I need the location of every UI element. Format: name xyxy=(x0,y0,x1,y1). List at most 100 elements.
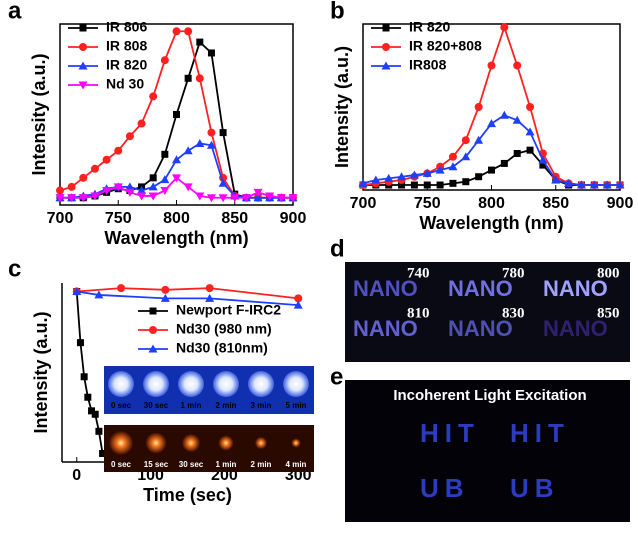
photo-d xyxy=(345,262,630,362)
photo-label: 740 xyxy=(407,265,430,281)
panel-letter: e xyxy=(330,363,343,390)
marker xyxy=(94,290,104,299)
photo-word: HIT xyxy=(420,418,480,448)
legend-label: IR 808 xyxy=(106,38,147,54)
y-axis-label: Intensity (a.u.) xyxy=(332,46,352,168)
marker xyxy=(195,74,204,83)
marker xyxy=(172,155,181,164)
photo-title: Incoherent Light Excitation xyxy=(393,387,586,404)
marker xyxy=(500,159,508,167)
marker xyxy=(449,179,457,187)
photo-spot xyxy=(213,371,239,397)
photo-spot xyxy=(248,371,274,397)
photo-label: 30 sec xyxy=(179,460,204,469)
photo-word: NANO xyxy=(448,276,513,301)
legend-label: Nd30 (810nm) xyxy=(176,340,268,356)
marker xyxy=(160,175,170,184)
marker xyxy=(461,152,471,161)
photo-word: UB xyxy=(420,473,470,503)
photo-word: UB xyxy=(510,473,560,503)
plot-frame xyxy=(362,23,621,191)
marker xyxy=(422,168,432,177)
marker xyxy=(423,181,431,189)
marker xyxy=(137,192,147,201)
marker xyxy=(382,43,390,51)
marker xyxy=(205,293,215,302)
x-tick-label: 900 xyxy=(607,195,634,212)
marker xyxy=(125,182,135,191)
marker xyxy=(78,81,88,90)
marker xyxy=(410,181,418,189)
marker xyxy=(207,49,215,57)
series-line xyxy=(362,24,620,186)
marker xyxy=(114,146,123,155)
marker xyxy=(409,170,419,179)
marker xyxy=(206,140,216,149)
marker xyxy=(448,152,457,161)
marker xyxy=(487,119,496,128)
marker xyxy=(79,24,87,32)
photo-e xyxy=(345,380,630,522)
marker xyxy=(230,194,240,203)
x-tick-label: 850 xyxy=(221,210,248,227)
marker xyxy=(148,192,158,201)
marker xyxy=(56,186,64,195)
marker xyxy=(161,150,169,158)
marker xyxy=(294,294,303,303)
x-tick-label: 800 xyxy=(163,210,190,227)
marker xyxy=(76,339,84,347)
x-tick-label: 0 xyxy=(72,467,81,484)
marker xyxy=(265,192,275,201)
marker xyxy=(195,192,205,201)
marker xyxy=(589,180,599,189)
x-tick-label: 700 xyxy=(47,210,74,227)
marker xyxy=(488,166,495,174)
photo-spot xyxy=(218,435,234,451)
marker xyxy=(72,287,82,296)
marker xyxy=(218,178,228,187)
marker xyxy=(149,326,157,334)
marker xyxy=(205,284,214,293)
marker xyxy=(67,194,77,203)
marker xyxy=(102,187,112,196)
marker xyxy=(184,27,193,36)
marker xyxy=(88,407,96,415)
marker xyxy=(474,103,483,111)
marker xyxy=(79,173,88,182)
marker xyxy=(474,135,484,144)
legend-label: IR 820+808 xyxy=(409,38,482,54)
photo-word: NANO xyxy=(543,316,608,341)
x-tick-label: 750 xyxy=(414,195,441,212)
marker xyxy=(125,132,134,141)
marker xyxy=(538,155,548,164)
marker xyxy=(397,172,407,181)
x-axis-label: Wavelength (nm) xyxy=(104,228,248,248)
marker xyxy=(218,194,228,203)
marker xyxy=(448,162,458,171)
x-tick-label: 850 xyxy=(542,195,569,212)
photo-label: 4 min xyxy=(286,460,307,469)
legend-label: Nd30 (980 nm) xyxy=(176,321,272,337)
marker xyxy=(293,300,303,309)
photo-label: 810 xyxy=(407,305,430,321)
marker xyxy=(160,293,170,302)
marker xyxy=(551,175,561,184)
marker xyxy=(149,307,157,315)
marker xyxy=(183,146,193,155)
photo-strip xyxy=(104,425,314,472)
photo-label: 850 xyxy=(597,305,620,321)
marker xyxy=(172,27,181,36)
photo-label: 15 sec xyxy=(144,460,169,469)
marker xyxy=(149,92,158,101)
photo-label: 3 min xyxy=(251,401,272,410)
marker xyxy=(435,165,445,174)
marker xyxy=(184,74,192,82)
photo-label: 30 sec xyxy=(144,401,169,410)
legend-label: Newport F-IRC2 xyxy=(176,302,281,318)
marker xyxy=(125,188,135,197)
marker xyxy=(84,393,92,401)
marker xyxy=(381,61,391,70)
panel-letter: d xyxy=(330,235,345,262)
x-tick-label: 750 xyxy=(105,210,132,227)
